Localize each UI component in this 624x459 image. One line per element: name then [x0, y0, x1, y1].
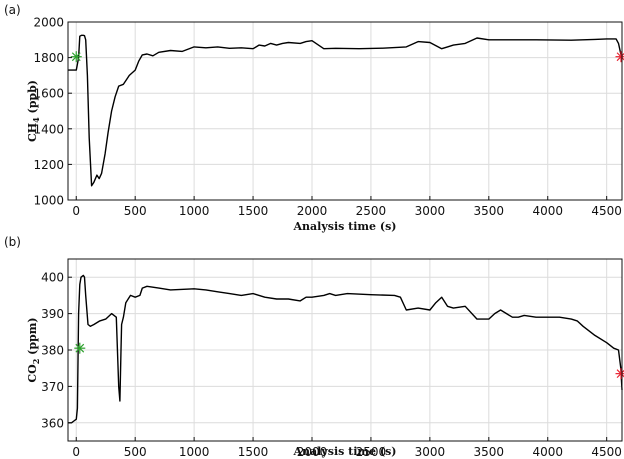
- panel-b-y-ticks: 360 370 380 390 400: [41, 271, 72, 430]
- panel-b-marker-end: [615, 368, 624, 380]
- panel-b-y-label-subscript: 2: [31, 359, 41, 365]
- panel-b-x-tick-label-2000: 2000: [297, 445, 328, 459]
- panel-a-y-label-main: CH: [26, 123, 39, 142]
- panel-a-x-tick-label-3500: 3500: [474, 204, 505, 218]
- panel-a-y-ticks: 1000 1200 1400 1600 1800 2000: [33, 16, 72, 208]
- panel-a-marker-start: [70, 51, 82, 63]
- panel-a-x-tick-label-2000: 2000: [297, 204, 328, 218]
- panel-a-letter: (a): [4, 3, 21, 17]
- panel-b-x-tick-label-0: 0: [72, 445, 80, 459]
- panel-a-x-tick-label-500: 500: [124, 204, 147, 218]
- panel-a-marker-end: [615, 51, 624, 63]
- panel-a-x-tick-label-3000: 3000: [415, 204, 446, 218]
- panel-b-grid: [68, 259, 622, 441]
- panel-b-x-axis-label: Analysis time (s): [293, 445, 397, 458]
- panel-a-ch4-line: [68, 34, 623, 187]
- panel-a-x-tick-label-1000: 1000: [179, 204, 210, 218]
- panel-b-x-tick-label-4500: 4500: [591, 445, 622, 459]
- panel-a-y-tick-label-2000: 2000: [33, 16, 64, 30]
- panel-b-x-ticks: 0 500 1000 1500 2000 2500 3000 3500 4000 4500: [72, 437, 622, 459]
- panel-b-y-axis-label: CO2 (ppm): [26, 317, 41, 382]
- panel-a-x-tick-label-1500: 1500: [238, 204, 269, 218]
- panel-b-letter: (b): [4, 235, 21, 249]
- panel-b-x-tick-label-4000: 4000: [532, 445, 563, 459]
- panel-a-x-tick-label-4500: 4500: [591, 204, 622, 218]
- panel-b-x-tick-label-3500: 3500: [474, 445, 505, 459]
- panel-b-y-tick-label-400: 400: [41, 271, 64, 285]
- panel-b-y-tick-label-370: 370: [41, 380, 64, 394]
- panel-b-x-tick-label-1000: 1000: [179, 445, 210, 459]
- marker-stroke: [71, 52, 81, 62]
- marker-stroke: [75, 343, 85, 353]
- panel-a-markers: [70, 51, 624, 63]
- panel-b-x-tick-label-3000: 3000: [415, 445, 446, 459]
- panel-a-x-tick-label-2500: 2500: [356, 204, 387, 218]
- panel-a-y-label-unit: (ppb): [26, 80, 39, 117]
- panel-b-y-tick-label-360: 360: [41, 416, 64, 430]
- panel-b-y-tick-label-390: 390: [41, 307, 64, 321]
- panel-b-y-label-main: CO: [26, 364, 39, 383]
- panel-a-y-tick-label-1200: 1200: [33, 158, 64, 172]
- panel-a-y-label-subscript: 4: [31, 117, 41, 123]
- panel-a-y-tick-label-1800: 1800: [33, 51, 64, 65]
- panel-b: (b) 0 500 1000 1500 2000 2500 3000 3500 4000 4500…: [4, 235, 624, 459]
- panel-b-markers: [74, 342, 624, 380]
- panel-a-y-tick-label-1400: 1400: [33, 122, 64, 136]
- panel-b-x-tick-label-1500: 1500: [238, 445, 269, 459]
- panel-b-x-tick-label-500: 500: [124, 445, 147, 459]
- panel-a: (a) 0 500 1000 1500 2000 2500 3000 3500 4000 4500…: [4, 3, 624, 233]
- panel-b-x-tick-label-2500: 2500: [356, 445, 387, 459]
- panel-a-y-tick-label-1600: 1600: [33, 87, 64, 101]
- panel-a-x-tick-label-0: 0: [72, 204, 80, 218]
- panel-a-y-axis-label: CH4 (ppb): [26, 80, 41, 142]
- panel-a-x-tick-label-4000: 4000: [532, 204, 563, 218]
- panel-a-x-axis-label: Analysis time (s): [293, 220, 397, 233]
- panel-b-y-tick-label-380: 380: [41, 344, 64, 358]
- panel-b-y-label-unit: (ppm): [26, 317, 39, 358]
- panel-a-y-tick-label-1000: 1000: [33, 194, 64, 208]
- panel-a-x-ticks: 0 500 1000 1500 2000 2500 3000 3500 4000 4500: [72, 196, 622, 218]
- panel-a-axes-frame: [67, 21, 623, 201]
- panel-b-marker-start: [74, 342, 86, 354]
- panel-b-co2-line: [68, 274, 623, 424]
